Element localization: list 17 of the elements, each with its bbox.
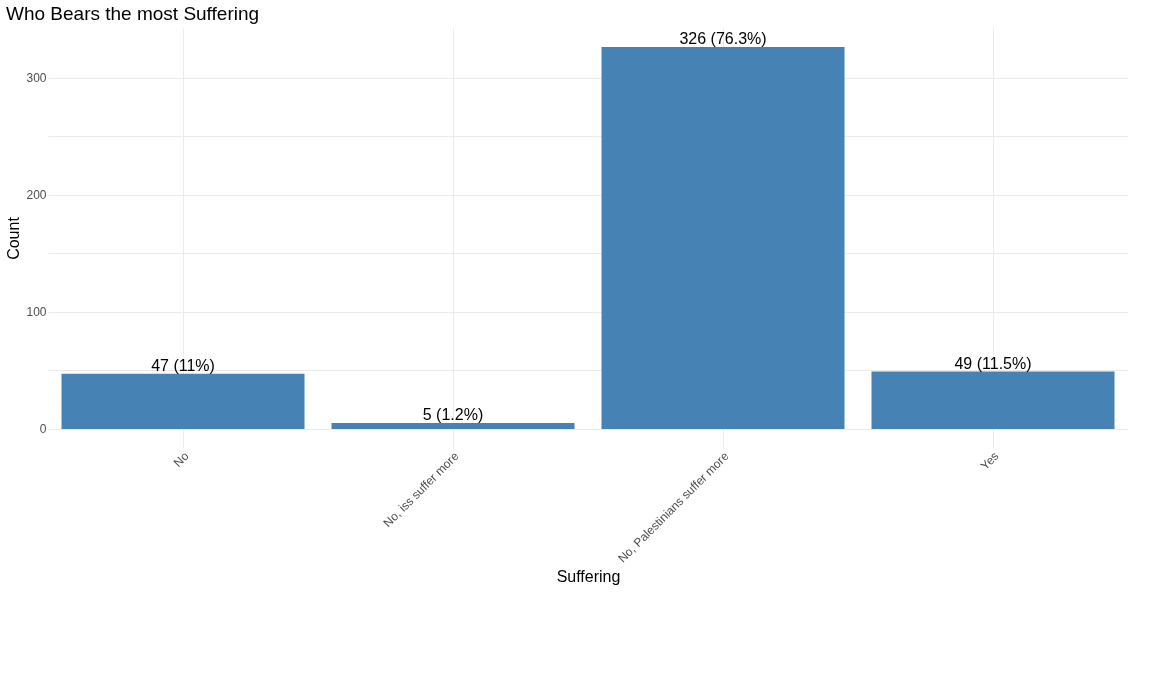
y-tick-label: 0 xyxy=(39,422,47,437)
bar xyxy=(601,47,845,429)
y-tick-label: 300 xyxy=(26,71,47,86)
x-axis-title: Suffering xyxy=(556,567,621,585)
data-label: 47 (11%) xyxy=(151,356,215,374)
x-tick-label: No xyxy=(170,448,192,470)
data-label: 326 (76.3%) xyxy=(679,30,767,48)
x-tick-label: Yes xyxy=(977,449,1002,473)
y-axis-title: Count xyxy=(5,216,23,260)
data-label: 5 (1.2%) xyxy=(422,406,484,424)
y-tick-label: 200 xyxy=(26,188,47,203)
bar xyxy=(331,423,575,429)
y-tick-label: 100 xyxy=(26,305,47,320)
chart-title: Who Bears the most Suffering xyxy=(5,3,260,24)
bar xyxy=(871,371,1115,429)
bar xyxy=(61,373,305,429)
data-label: 49 (11.5%) xyxy=(954,354,1032,372)
